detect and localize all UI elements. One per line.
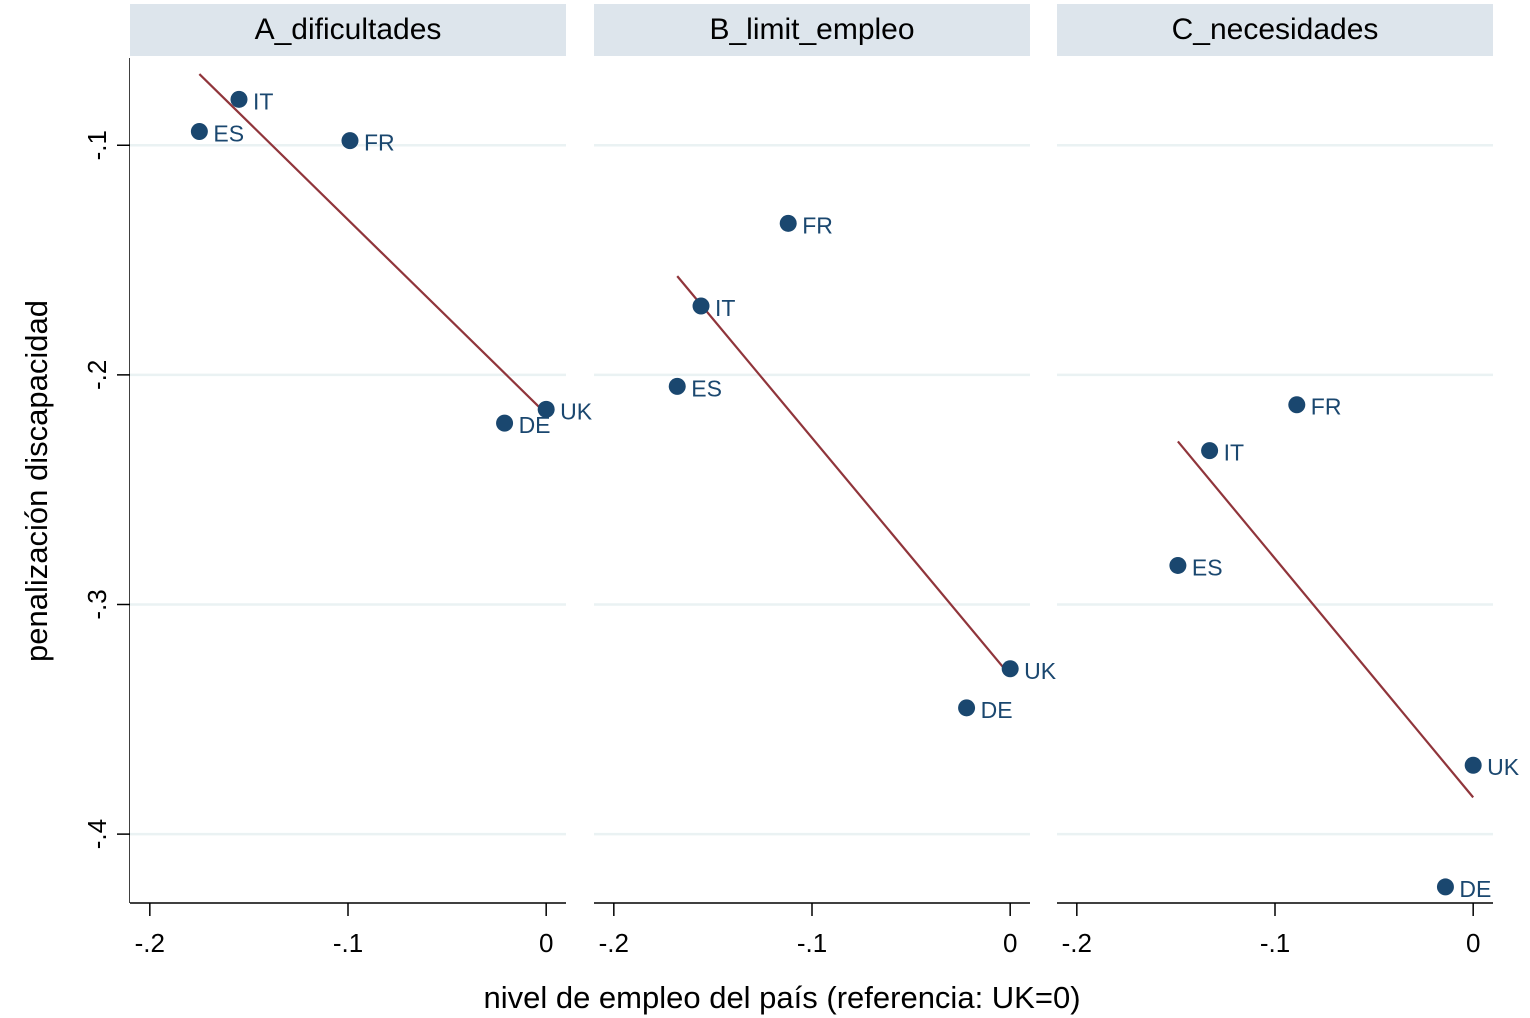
data-point <box>1464 756 1482 774</box>
y-tick-label: -.2 <box>82 360 112 390</box>
data-point <box>341 132 359 150</box>
point-label: IT <box>253 88 273 114</box>
panel-b-limit-empleo: B_limit_empleo -.2 -.1 0 FR IT ES UK DE <box>594 4 1057 958</box>
data-point <box>230 90 248 108</box>
point-label: UK <box>1487 754 1520 780</box>
x-tick-label: 0 <box>1003 928 1017 958</box>
panel-title: A_dificultades <box>255 13 442 46</box>
x-tick-label: 0 <box>539 928 553 958</box>
data-point <box>190 122 208 140</box>
x-axis-title: nivel de empleo del país (referencia: UK… <box>483 980 1080 1015</box>
x-tick-label: -.1 <box>333 928 363 958</box>
plot-area <box>594 58 1030 903</box>
point-label: ES <box>213 120 244 146</box>
x-tick-label: 0 <box>1466 928 1480 958</box>
panel-title: B_limit_empleo <box>709 13 914 46</box>
fit-line <box>676 275 1012 677</box>
data-point <box>1201 442 1219 460</box>
panel-title: C_necesidades <box>1172 13 1379 46</box>
point-label: ES <box>1192 554 1223 580</box>
panel-strip <box>594 4 1030 56</box>
panel-strip <box>1057 4 1493 56</box>
point-label: ES <box>691 375 722 401</box>
point-label: DE <box>981 697 1013 723</box>
point-label: UK <box>560 398 593 424</box>
plot-area <box>130 58 566 903</box>
data-point <box>1288 396 1306 414</box>
panel-c-necesidades: C_necesidades -.2 -.1 0 FR IT ES UK DE <box>1057 4 1520 958</box>
point-label: IT <box>1224 440 1244 466</box>
y-tick-label: -.1 <box>82 130 112 160</box>
y-axis-title: penalización discapacidad <box>19 300 54 662</box>
data-point <box>496 414 514 432</box>
x-tick-label: -.2 <box>135 928 165 958</box>
data-point <box>668 377 686 395</box>
data-point <box>1001 660 1019 678</box>
data-point <box>958 699 976 717</box>
y-tick-label: -.4 <box>82 819 112 849</box>
data-point <box>1436 878 1454 896</box>
data-point <box>692 297 710 315</box>
x-tick-label: -.2 <box>599 928 629 958</box>
point-label: DE <box>1459 876 1491 902</box>
point-label: FR <box>364 130 395 156</box>
data-point <box>779 214 797 232</box>
y-tick-label: -.3 <box>82 589 112 619</box>
fit-line <box>198 73 547 415</box>
point-label: IT <box>715 295 735 321</box>
data-point <box>537 400 555 418</box>
point-label: FR <box>1311 394 1342 420</box>
point-label: UK <box>1024 658 1057 684</box>
point-label: FR <box>802 212 833 238</box>
plot-area <box>1057 58 1493 903</box>
panel-strip <box>130 4 566 56</box>
fit-line <box>1177 440 1475 799</box>
x-tick-label: -.2 <box>1062 928 1092 958</box>
x-tick-label: -.1 <box>1260 928 1290 958</box>
data-point <box>1169 556 1187 574</box>
x-tick-label: -.1 <box>797 928 827 958</box>
panels: -.1 -.2 -.3 -.4 A_dificultades -.2 -.1 0 IT ES FR D… <box>82 4 1520 958</box>
